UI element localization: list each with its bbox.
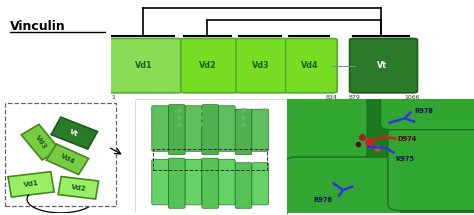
FancyBboxPatch shape [202, 105, 219, 155]
FancyBboxPatch shape [152, 159, 168, 205]
Text: Vd4: Vd4 [301, 61, 319, 70]
Text: Vd4: Vd4 [59, 153, 76, 166]
FancyBboxPatch shape [168, 105, 185, 155]
Text: 1: 1 [111, 95, 115, 100]
Text: Tail: Tail [375, 115, 389, 124]
FancyBboxPatch shape [235, 163, 252, 208]
Text: Vinculin: Vinculin [10, 20, 66, 33]
Text: Vd2: Vd2 [199, 61, 217, 70]
Bar [153, 149, 267, 170]
Polygon shape [51, 117, 98, 149]
Text: 879: 879 [349, 95, 361, 100]
FancyBboxPatch shape [219, 106, 235, 151]
FancyBboxPatch shape [252, 109, 269, 151]
Polygon shape [8, 172, 54, 197]
FancyBboxPatch shape [135, 99, 287, 213]
Text: 1066: 1066 [404, 95, 420, 100]
Polygon shape [46, 144, 89, 175]
Text: Vd2: Vd2 [70, 184, 86, 192]
FancyBboxPatch shape [185, 106, 202, 151]
Text: Vt: Vt [377, 61, 387, 70]
FancyBboxPatch shape [108, 38, 182, 93]
FancyBboxPatch shape [219, 159, 235, 205]
FancyBboxPatch shape [380, 86, 474, 130]
FancyBboxPatch shape [185, 159, 202, 205]
FancyBboxPatch shape [349, 38, 418, 93]
FancyBboxPatch shape [202, 158, 219, 208]
FancyBboxPatch shape [266, 88, 367, 160]
Text: K975: K975 [395, 156, 414, 162]
FancyBboxPatch shape [287, 99, 474, 213]
Bar [5, 103, 116, 206]
Text: Head: Head [211, 115, 234, 124]
Polygon shape [21, 124, 60, 160]
Text: Vd3: Vd3 [252, 61, 269, 70]
FancyBboxPatch shape [235, 109, 252, 155]
Text: R978: R978 [414, 108, 433, 114]
Text: Vd1: Vd1 [135, 61, 152, 70]
FancyBboxPatch shape [236, 38, 289, 93]
FancyBboxPatch shape [181, 38, 239, 93]
FancyBboxPatch shape [168, 158, 185, 208]
FancyBboxPatch shape [285, 157, 401, 215]
Text: R976: R976 [313, 197, 332, 203]
Text: Vd1: Vd1 [23, 180, 39, 188]
Text: Vd3: Vd3 [34, 134, 47, 150]
FancyBboxPatch shape [252, 163, 269, 205]
Text: 834: 834 [326, 95, 338, 100]
Text: Vt: Vt [69, 129, 80, 138]
Polygon shape [58, 177, 99, 199]
FancyBboxPatch shape [152, 106, 168, 151]
Text: D974: D974 [397, 136, 417, 142]
FancyBboxPatch shape [388, 119, 474, 210]
FancyBboxPatch shape [285, 38, 337, 93]
